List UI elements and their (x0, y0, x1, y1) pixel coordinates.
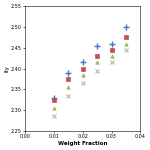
Y-axis label: ity: ity (4, 65, 9, 72)
X-axis label: Weight Fraction: Weight Fraction (58, 141, 107, 146)
